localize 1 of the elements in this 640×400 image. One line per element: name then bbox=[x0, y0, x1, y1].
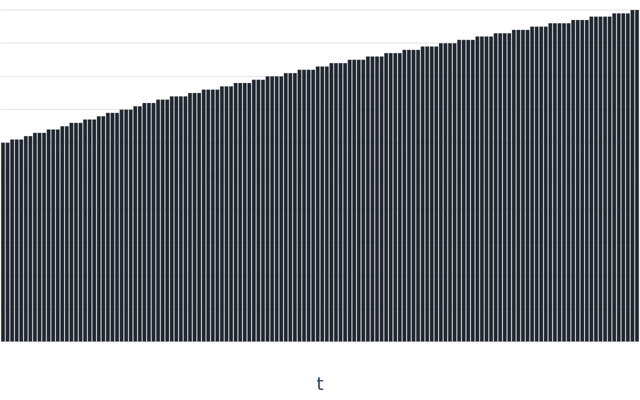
x-axis-title: t bbox=[316, 374, 324, 395]
